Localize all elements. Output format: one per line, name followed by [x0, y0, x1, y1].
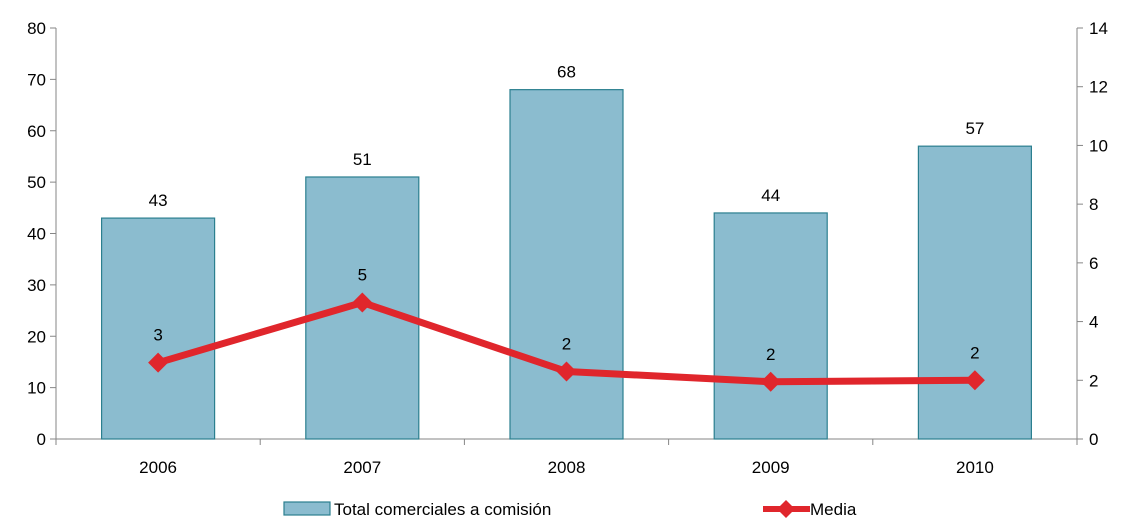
right-axis-tick-label: 10 — [1089, 136, 1108, 155]
x-axis-tick-label: 2007 — [343, 458, 381, 477]
left-axis-tick-label: 0 — [37, 430, 46, 449]
right-axis-tick-label: 2 — [1089, 371, 1098, 390]
data-labels: 43 51 68 44 57 3 5 2 2 2 — [149, 63, 985, 364]
line-point-marker — [556, 361, 577, 382]
bar-data-label: 51 — [353, 150, 372, 169]
bar-data-label: 43 — [149, 191, 168, 210]
left-axis-tick-label: 40 — [27, 225, 46, 244]
left-axis-tick-label: 50 — [27, 173, 46, 192]
left-axis-tick-label: 10 — [27, 379, 46, 398]
legend-label-line: Media — [810, 500, 857, 519]
x-axis-tick-label: 2010 — [956, 458, 994, 477]
right-axis-tick-label: 4 — [1089, 313, 1098, 332]
line-series — [148, 292, 985, 392]
bar — [509, 89, 624, 440]
right-axis-tick-label: 12 — [1089, 78, 1108, 97]
line-point-marker — [352, 292, 373, 313]
bar-series — [100, 89, 1033, 440]
bar — [100, 217, 216, 440]
line-data-label: 5 — [358, 265, 367, 284]
line-data-label: 2 — [970, 343, 979, 362]
x-axis-tick-label: 2009 — [752, 458, 790, 477]
legend: Total comerciales a comisión Media — [283, 500, 857, 519]
bar-data-label: 68 — [557, 63, 576, 82]
legend-line-marker — [777, 500, 795, 518]
left-axis-tick-label: 60 — [27, 122, 46, 141]
line-data-label: 3 — [153, 326, 162, 345]
left-axis-tick-label: 30 — [27, 276, 46, 295]
bar-data-label: 57 — [965, 119, 984, 138]
left-axis-tick-label: 20 — [27, 327, 46, 346]
legend-bar-swatch — [283, 501, 331, 516]
x-axis-tick-label: 2006 — [139, 458, 177, 477]
right-axis-tick-label: 6 — [1089, 254, 1098, 273]
bar — [713, 212, 828, 440]
line-point-marker — [760, 371, 781, 392]
left-axis-tick-label: 70 — [27, 70, 46, 89]
bar-data-label: 44 — [761, 186, 780, 205]
left-axis-tick-label: 80 — [27, 19, 46, 38]
line-data-label: 2 — [562, 334, 571, 353]
line-data-label: 2 — [766, 345, 775, 364]
right-axis-tick-label: 8 — [1089, 195, 1098, 214]
x-axis-tick-label: 2008 — [548, 458, 586, 477]
right-axis-tick-label: 14 — [1089, 19, 1108, 38]
bar — [917, 145, 1033, 440]
right-axis-tick-label: 0 — [1089, 430, 1098, 449]
line-point-marker — [964, 370, 985, 391]
legend-label-bars: Total comerciales a comisión — [334, 500, 551, 519]
line-point-marker — [148, 352, 169, 373]
